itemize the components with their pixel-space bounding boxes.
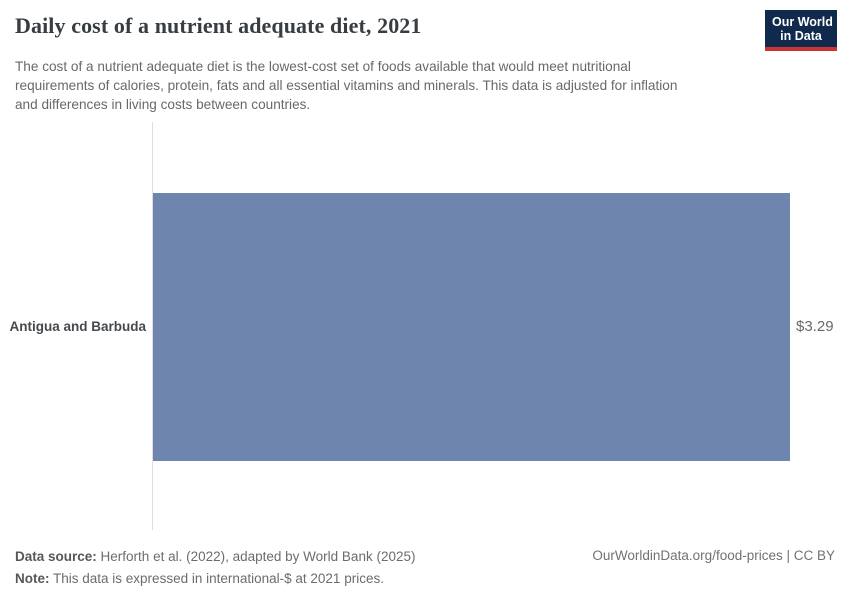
bar-label-antigua-and-barbuda: Antigua and Barbuda — [9, 319, 146, 334]
subtitle-line: requirements of calories, protein, fats … — [15, 78, 678, 93]
subtitle-line: and differences in living costs between … — [15, 97, 311, 112]
page-title: Daily cost of a nutrient adequate diet, … — [15, 13, 422, 38]
bar-value-label: $3.29 — [796, 318, 834, 335]
data-source-text: Herforth et al. (2022), adapted by World… — [100, 549, 416, 564]
footer-notes: Data source: Herforth et al. (2022), ada… — [15, 546, 415, 589]
data-source-label: Data source: — [15, 549, 97, 564]
owid-logo-text: Our World — [772, 15, 833, 29]
owid-logo-text: in Data — [780, 29, 822, 43]
plot-area — [153, 193, 790, 461]
subtitle-line: The cost of a nutrient adequate diet is … — [15, 59, 631, 74]
owid-url-license[interactable]: OurWorldinData.org/food-prices | CC BY — [592, 548, 835, 563]
bar-antigua-and-barbuda[interactable] — [153, 193, 790, 461]
note-line: Note: This data is expressed in internat… — [15, 568, 415, 590]
y-axis-line — [152, 122, 153, 530]
note-label: Note: — [15, 570, 50, 586]
owid-logo[interactable]: Our World in Data — [765, 10, 837, 51]
note-text: This data is expressed in international-… — [53, 570, 384, 586]
data-source-line: Data source: Herforth et al. (2022), ada… — [15, 546, 415, 568]
chart-subtitle: The cost of a nutrient adequate diet is … — [15, 57, 677, 114]
